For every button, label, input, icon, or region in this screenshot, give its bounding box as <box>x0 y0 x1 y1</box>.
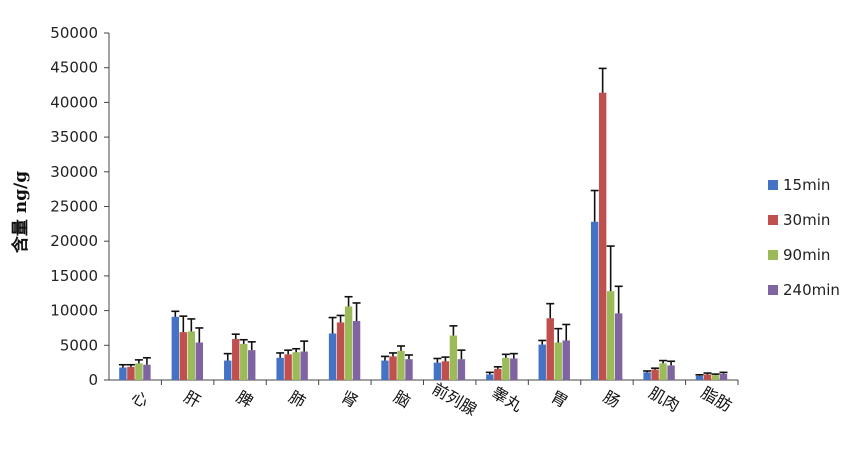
bar <box>284 354 292 380</box>
x-category-label: 心 <box>128 387 151 411</box>
bar <box>502 357 510 380</box>
x-category-label: 肠 <box>600 387 623 411</box>
legend-label: 240min <box>783 281 840 299</box>
legend: 15min 30min 90min 240min <box>768 176 840 299</box>
x-category-label: 脑 <box>390 387 413 411</box>
legend-label: 30min <box>783 211 830 229</box>
bar <box>187 331 196 380</box>
bar <box>510 358 518 380</box>
bar <box>449 335 458 380</box>
legend-swatch <box>768 180 778 190</box>
y-tick-label: 35000 <box>50 128 98 146</box>
bar <box>554 342 562 380</box>
x-category-label: 肺 <box>286 387 309 411</box>
bar <box>397 350 405 380</box>
y-tick-label: 15000 <box>50 267 98 285</box>
bar <box>651 369 659 380</box>
y-tick-label: 20000 <box>50 232 98 250</box>
bar <box>590 221 599 380</box>
y-tick-label: 40000 <box>50 93 98 111</box>
bar <box>127 366 135 380</box>
bar <box>119 367 127 380</box>
bar <box>598 92 607 381</box>
bar <box>711 375 720 380</box>
bar <box>695 375 704 380</box>
bar <box>195 342 204 380</box>
bar <box>143 364 151 380</box>
y-tick-label: 30000 <box>50 163 98 181</box>
x-category-label: 肌肉 <box>646 383 683 415</box>
x-category-label: 睾丸 <box>488 383 525 415</box>
bar <box>336 322 345 380</box>
y-tick-label: 50000 <box>50 24 98 42</box>
bar <box>643 372 651 380</box>
bar <box>232 339 240 380</box>
y-tick-label: 25000 <box>50 198 98 216</box>
legend-swatch <box>768 215 778 225</box>
bar <box>719 373 728 380</box>
y-tick-label: 45000 <box>50 59 98 77</box>
y-axis-label: 含量 ng/g <box>10 171 31 253</box>
x-category-label: 肝 <box>181 387 204 411</box>
y-tick-label: 10000 <box>50 302 98 320</box>
bar <box>344 306 353 380</box>
bar <box>546 318 554 380</box>
bar <box>667 365 675 380</box>
bar <box>606 291 615 380</box>
bar <box>457 359 466 380</box>
bar <box>703 374 712 380</box>
bars <box>118 67 728 381</box>
legend-label: 90min <box>783 246 830 264</box>
bar <box>614 313 623 380</box>
x-category-label: 肾 <box>338 387 361 411</box>
bar <box>171 316 180 380</box>
bar <box>224 360 232 380</box>
y-tick-label: 0 <box>88 371 98 389</box>
bar <box>562 340 570 380</box>
bar <box>328 333 337 380</box>
y-tick-label: 5000 <box>60 336 98 354</box>
legend-swatch <box>768 250 778 260</box>
bar <box>433 362 442 380</box>
bar <box>292 352 300 380</box>
bar <box>494 368 502 380</box>
bar <box>405 359 413 380</box>
bar <box>389 356 397 380</box>
legend-label: 15min <box>783 176 830 194</box>
bar <box>135 363 143 380</box>
x-category-label: 胃 <box>548 387 571 411</box>
bar <box>248 350 256 380</box>
x-category-label: 脂肪 <box>698 383 735 415</box>
x-category-label: 脾 <box>233 387 256 411</box>
bar <box>300 351 308 380</box>
x-category-label: 前列腺 <box>429 379 480 419</box>
bar <box>538 344 546 380</box>
bar <box>659 363 667 380</box>
bar <box>179 332 188 380</box>
bar <box>486 374 494 380</box>
bar <box>240 343 248 380</box>
bar <box>352 321 361 380</box>
bar <box>276 357 284 380</box>
bar <box>441 361 450 380</box>
legend-swatch <box>768 285 778 295</box>
bar <box>381 360 389 380</box>
